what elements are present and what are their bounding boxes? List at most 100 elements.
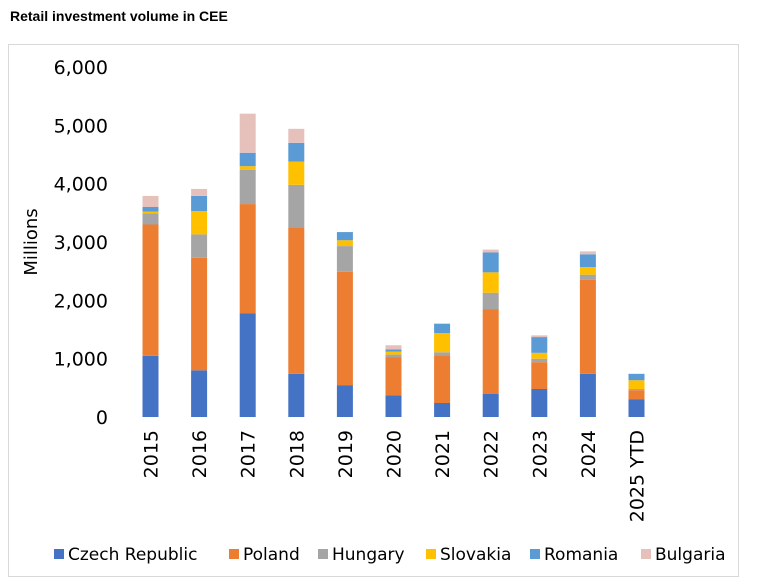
bar-segment bbox=[628, 389, 645, 391]
bar-segment bbox=[531, 358, 548, 363]
legend-swatch bbox=[426, 549, 436, 559]
bar-segment bbox=[142, 355, 159, 417]
bar-segment bbox=[482, 292, 499, 310]
bar-segment bbox=[191, 257, 208, 371]
y-tick-label: 2,000 bbox=[54, 290, 108, 312]
y-tick-label: 3,000 bbox=[54, 232, 108, 254]
bar-segment bbox=[191, 234, 208, 258]
bar-segment bbox=[434, 333, 451, 353]
bars bbox=[142, 113, 645, 417]
y-axis-title: Millions bbox=[21, 208, 42, 275]
bar-segment bbox=[531, 335, 548, 338]
bar-segment bbox=[336, 271, 353, 386]
bar-segment bbox=[531, 337, 548, 353]
x-tick-label: 2024 bbox=[578, 430, 600, 478]
bar-segment bbox=[531, 352, 548, 359]
bar-segment bbox=[628, 390, 645, 400]
legend-swatch bbox=[229, 549, 239, 559]
bar-segment bbox=[385, 345, 402, 350]
legend-item: Bulgaria bbox=[641, 545, 726, 565]
bar-segment bbox=[434, 403, 451, 417]
legend: Czech Republic Poland Hungary Slovakia Roman… bbox=[54, 545, 726, 565]
bar-segment bbox=[191, 188, 208, 196]
bar-segment bbox=[482, 252, 499, 273]
bar-segment bbox=[579, 279, 596, 374]
legend-swatch bbox=[54, 549, 64, 559]
y-tick-label: 4,000 bbox=[54, 174, 108, 196]
page-title: Retail investment volume in CEE bbox=[10, 8, 228, 24]
legend-label: Bulgaria bbox=[655, 545, 726, 565]
bar-segment bbox=[579, 254, 596, 268]
bar-segment bbox=[142, 195, 159, 207]
bar-segment bbox=[628, 399, 645, 417]
legend-item: Slovakia bbox=[426, 545, 511, 565]
bar-segment bbox=[579, 251, 596, 255]
chart-frame bbox=[8, 44, 739, 577]
bar-segment bbox=[288, 227, 305, 374]
bar-segment bbox=[482, 272, 499, 293]
bar-segment bbox=[385, 349, 402, 352]
bar-segment bbox=[191, 195, 208, 212]
bar-segment bbox=[482, 393, 499, 417]
bar-segment bbox=[239, 313, 256, 417]
x-tick-label: 2020 bbox=[384, 430, 406, 478]
bar-segment bbox=[385, 357, 402, 396]
legend-label: Czech Republic bbox=[68, 545, 197, 565]
y-tick-label: 5,000 bbox=[54, 115, 108, 137]
x-tick-label: 2025 YTD bbox=[627, 430, 649, 522]
x-tick-label: 2018 bbox=[286, 430, 308, 478]
legend-swatch bbox=[530, 549, 540, 559]
bar-segment bbox=[628, 380, 645, 389]
legend-item: Poland bbox=[229, 545, 300, 565]
bar-segment bbox=[531, 389, 548, 417]
y-tick-label: 1,000 bbox=[54, 349, 108, 371]
legend-item: Hungary bbox=[318, 545, 405, 565]
y-tick-label: 0 bbox=[96, 407, 108, 429]
bar-segment bbox=[434, 352, 451, 356]
x-tick-label: 2019 bbox=[335, 430, 357, 478]
x-tick-label: 2022 bbox=[481, 430, 503, 478]
legend-label: Slovakia bbox=[440, 545, 511, 565]
bar-segment bbox=[579, 267, 596, 275]
bar-segment bbox=[434, 323, 451, 333]
bar-segment bbox=[142, 224, 159, 356]
bar-segment bbox=[239, 152, 256, 167]
bar-segment bbox=[142, 213, 159, 225]
bar-segment bbox=[628, 373, 645, 381]
bar-segment bbox=[385, 395, 402, 417]
bar-segment bbox=[288, 128, 305, 143]
y-tick-label: 6,000 bbox=[54, 57, 108, 79]
bar-segment bbox=[239, 113, 256, 153]
bar-segment bbox=[191, 211, 208, 235]
x-tick-label: 2016 bbox=[189, 430, 211, 478]
bar-segment bbox=[142, 207, 159, 212]
bar-segment bbox=[288, 373, 305, 417]
bar-segment bbox=[142, 211, 159, 214]
x-tick-label: 2015 bbox=[141, 430, 163, 478]
bar-segment bbox=[531, 362, 548, 389]
x-tick-label: 2023 bbox=[529, 430, 551, 478]
bar-segment bbox=[239, 166, 256, 170]
bar-segment bbox=[336, 232, 353, 241]
bar-segment bbox=[288, 161, 305, 185]
bar-segment bbox=[191, 370, 208, 417]
legend-swatch bbox=[318, 549, 328, 559]
legend-swatch bbox=[641, 549, 651, 559]
bar-segment bbox=[385, 354, 402, 358]
bar-segment bbox=[336, 240, 353, 247]
bar-segment bbox=[579, 274, 596, 280]
legend-item: Romania bbox=[530, 545, 618, 565]
legend-item: Czech Republic bbox=[54, 545, 197, 565]
y-axis-ticks: 0 1,000 2,000 3,000 4,000 5,000 6,000 bbox=[54, 57, 108, 429]
legend-label: Hungary bbox=[332, 545, 405, 565]
bar-segment bbox=[336, 246, 353, 272]
bar-segment bbox=[579, 373, 596, 417]
bar-segment bbox=[288, 142, 305, 162]
bar-segment bbox=[336, 385, 353, 417]
bar-segment bbox=[239, 204, 256, 314]
bar-segment bbox=[482, 249, 499, 253]
bar-segment bbox=[434, 355, 451, 403]
x-tick-label: 2021 bbox=[432, 430, 454, 478]
x-axis-ticks: 2015 2016 2017 2018 2019 2020 2021 2022 2023 2024… bbox=[141, 430, 649, 522]
